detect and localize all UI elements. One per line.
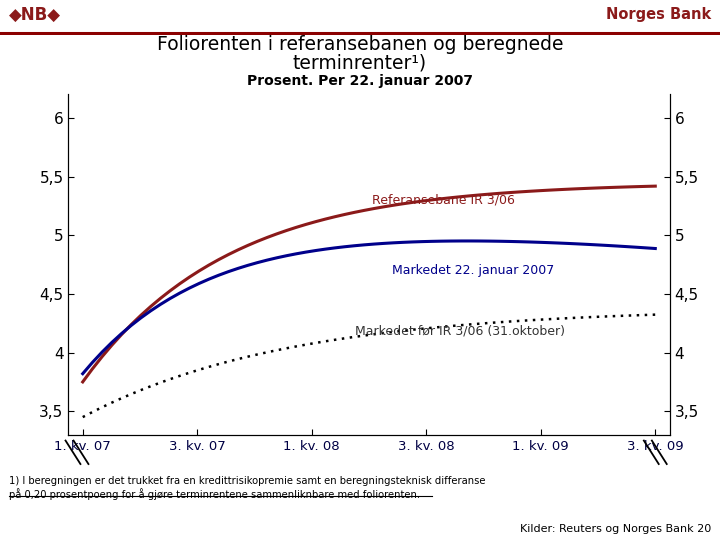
Text: terminrenter¹): terminrenter¹) xyxy=(293,54,427,73)
Text: på 0,20 prosentpoeng for å gjøre terminrentene sammenliknbare med foliorenten.: på 0,20 prosentpoeng for å gjøre terminr… xyxy=(9,488,420,500)
Text: Markedet 22. januar 2007: Markedet 22. januar 2007 xyxy=(392,264,554,277)
Text: Norges Bank: Norges Bank xyxy=(606,7,711,22)
Text: 1) I beregningen er det trukket fra en kredittrisikopremie samt en beregningstek: 1) I beregningen er det trukket fra en k… xyxy=(9,476,485,487)
Text: Prosent. Per 22. januar 2007: Prosent. Per 22. januar 2007 xyxy=(247,74,473,88)
Text: Referansebane IR 3/06: Referansebane IR 3/06 xyxy=(372,193,515,207)
Text: ◆NB◆: ◆NB◆ xyxy=(9,5,60,24)
Text: Foliorenten i referansebanen og beregnede: Foliorenten i referansebanen og beregned… xyxy=(157,35,563,54)
Text: Markedet før IR 3/06 (31.oktober): Markedet før IR 3/06 (31.oktober) xyxy=(355,325,564,338)
Text: Kilder: Reuters og Norges Bank 20: Kilder: Reuters og Norges Bank 20 xyxy=(520,523,711,534)
